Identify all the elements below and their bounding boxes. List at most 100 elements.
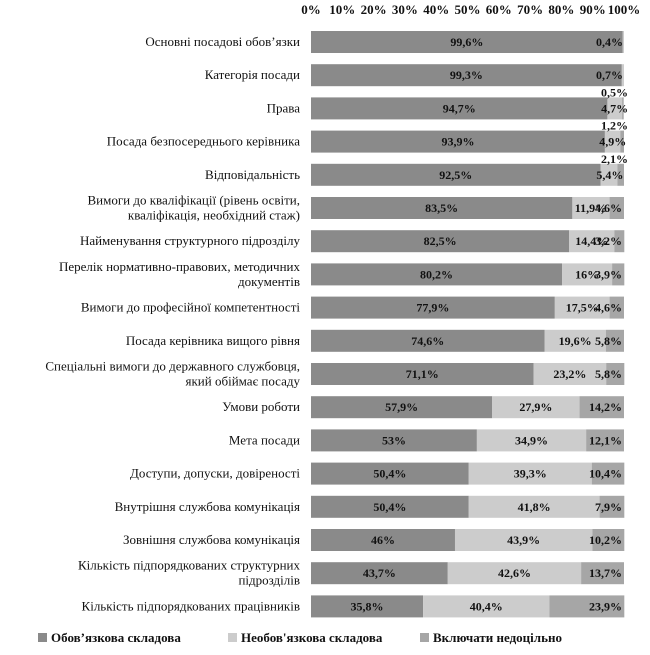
category-label: Вимоги до кваліфікації (рівень освіти, xyxy=(87,193,300,208)
bar-segment xyxy=(591,462,625,485)
category-label: Найменування структурного підрозділу xyxy=(80,233,301,248)
value-label: 0,7% xyxy=(596,68,623,82)
x-tick-label: 60% xyxy=(486,2,512,17)
bar-segment xyxy=(554,296,610,319)
bar-segment xyxy=(562,263,613,286)
bar-segment xyxy=(468,462,592,485)
bar-segment xyxy=(614,230,625,253)
bar-segment xyxy=(579,396,624,419)
value-label: 74,6% xyxy=(411,334,444,348)
value-label: 10,4% xyxy=(589,467,622,481)
category-label: Вимоги до професійної компетентності xyxy=(81,300,301,315)
category-label: підрозділів xyxy=(238,573,300,588)
x-tick-label: 30% xyxy=(392,2,418,17)
bar-segment xyxy=(311,163,601,186)
bar-segment xyxy=(311,230,570,253)
value-label: 16% xyxy=(575,267,599,281)
x-tick-label: 20% xyxy=(361,2,387,17)
bar-segment xyxy=(311,595,424,618)
value-label: 57,9% xyxy=(385,400,418,414)
x-tick-label: 50% xyxy=(455,2,481,17)
value-label: 46% xyxy=(371,533,395,547)
value-label: 10,2% xyxy=(589,533,622,547)
value-label: 12,1% xyxy=(589,433,622,447)
value-label: 27,9% xyxy=(519,400,552,414)
bar-segment xyxy=(549,595,625,618)
bar-segment xyxy=(600,163,618,186)
bar-segment xyxy=(609,197,624,219)
value-label: 40,4% xyxy=(470,599,503,613)
category-label: Доступи, допуски, довіреності xyxy=(130,466,300,481)
value-label: 5,8% xyxy=(595,367,622,381)
category-label: кваліфікація, необхідний стаж) xyxy=(128,208,300,223)
bar-segment xyxy=(606,363,625,385)
value-label: 94,7% xyxy=(443,101,476,115)
bars xyxy=(311,31,625,618)
value-label: 3,2% xyxy=(595,234,622,248)
value-label: 42,6% xyxy=(498,566,531,580)
value-label: 4,6% xyxy=(595,301,622,315)
bar-segment xyxy=(311,64,622,87)
bar-segment xyxy=(311,197,573,219)
bar-segment xyxy=(622,97,624,120)
value-label: 5,4% xyxy=(596,168,623,182)
x-tick-label: 0% xyxy=(301,2,321,17)
value-label: 17,5% xyxy=(566,301,599,315)
bar-segment xyxy=(620,130,624,153)
category-labels: Основні посадові обов’язки Категорія поса… xyxy=(45,34,300,613)
value-label: 3,9% xyxy=(595,267,622,281)
value-label: 4,9% xyxy=(599,135,626,149)
value-label: 35,8% xyxy=(351,599,384,613)
bar-segment xyxy=(311,329,545,352)
bar-segment xyxy=(581,562,624,585)
value-label: 99,6% xyxy=(450,35,483,49)
value-label: 39,3% xyxy=(514,467,547,481)
bar-segment xyxy=(311,97,608,120)
value-label: 19,6% xyxy=(559,334,592,348)
category-label: Зовнішня службова комунікація xyxy=(123,532,300,547)
category-label: Кількість підпорядкованих структурних xyxy=(78,558,301,573)
value-label: 50,4% xyxy=(373,500,406,514)
bar-segment xyxy=(311,529,455,551)
category-label: Внутрішня службова комунікація xyxy=(115,499,300,514)
value-label: 83,5% xyxy=(425,201,458,215)
value-label: 14,2% xyxy=(589,400,622,414)
value-label: 5,8% xyxy=(595,334,622,348)
bar-segment xyxy=(592,529,625,551)
bar-segment xyxy=(311,263,563,286)
x-tick-label: 40% xyxy=(423,2,449,17)
value-label: 53% xyxy=(382,433,406,447)
category-label: Посада безпосереднього керівника xyxy=(107,134,300,149)
bar-segment xyxy=(607,97,623,120)
value-label: 0,4% xyxy=(596,35,623,49)
bar-segment xyxy=(454,529,593,551)
value-label: 43,9% xyxy=(507,533,540,547)
bar-segment xyxy=(609,296,624,319)
bar-segment xyxy=(612,263,625,286)
value-labels: 99,6% 0,4% 99,3% 0,7% 94,7% 4,7% 0,5% 93,9% 4,9%… xyxy=(351,35,629,613)
bar-segment xyxy=(311,495,469,518)
value-label: 0,5% xyxy=(601,85,628,99)
value-label: 2,1% xyxy=(601,152,628,166)
x-tick-label: 100% xyxy=(608,2,641,17)
bar-segment xyxy=(447,562,582,585)
category-label: Категорія посади xyxy=(205,67,300,82)
bar-segment xyxy=(311,296,555,319)
category-label: Перелік нормативно-правових, методичних xyxy=(59,259,301,274)
bar-segment xyxy=(544,329,606,352)
bar-segment xyxy=(599,495,625,518)
bar-segment xyxy=(311,363,534,385)
bar-segment xyxy=(468,495,600,518)
legend: Обов’язкова складова Необов'язкова складо… xyxy=(38,630,562,645)
legend-swatch xyxy=(228,633,237,642)
bar-segment xyxy=(605,329,624,352)
category-label: Права xyxy=(267,100,301,115)
value-label: 34,9% xyxy=(515,433,548,447)
bar-segment xyxy=(572,197,610,219)
value-label: 82,5% xyxy=(424,234,457,248)
bar-segment xyxy=(311,396,493,419)
category-label: Спеціальні вимоги до державного службовц… xyxy=(45,359,300,374)
value-label: 41,8% xyxy=(518,500,551,514)
x-axis-ticks: 0% 10% 20% 30% 40% 50% 60% 70% 80% 90% 100% xyxy=(301,2,640,17)
